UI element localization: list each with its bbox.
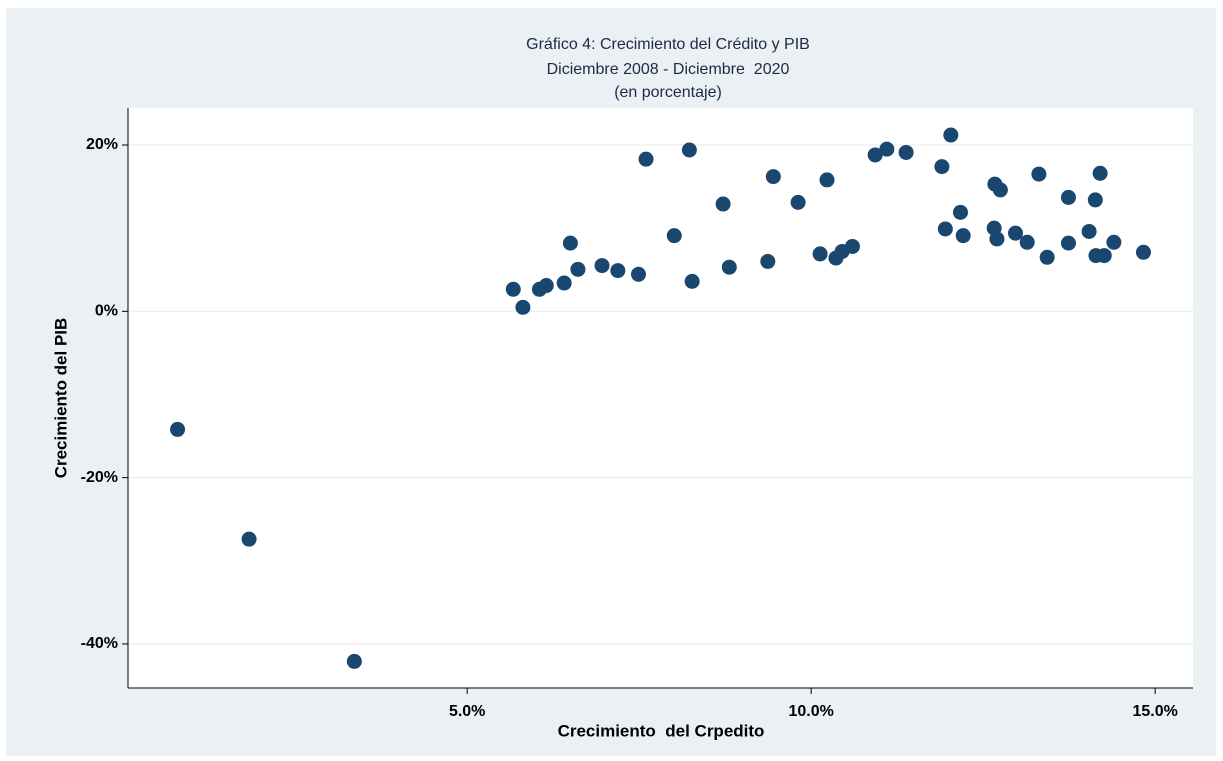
point [1060, 189, 1076, 205]
point [1031, 166, 1047, 182]
point [681, 142, 697, 158]
point [879, 141, 895, 157]
y-tick-label: -40% [81, 635, 118, 652]
point [666, 228, 682, 244]
point [760, 253, 776, 269]
point [819, 172, 835, 188]
point [721, 259, 737, 275]
point [1087, 192, 1103, 208]
point [844, 238, 860, 254]
y-tick-label: -20% [81, 469, 118, 486]
point [955, 228, 971, 244]
point [538, 278, 554, 294]
point [241, 531, 257, 547]
point [867, 147, 883, 163]
point [765, 169, 781, 185]
x-tick-label: 5.0% [449, 703, 485, 720]
point [1081, 223, 1097, 239]
marks [170, 127, 1151, 669]
point [812, 246, 828, 262]
y-tick-label: 20% [86, 136, 118, 153]
grid [128, 144, 1193, 645]
point [610, 263, 626, 279]
point [684, 273, 700, 289]
point [943, 127, 959, 143]
point [1092, 165, 1108, 181]
point [346, 653, 362, 669]
chart-subtitle: (en porcentaje) [614, 84, 722, 101]
point [638, 151, 654, 167]
x-axis-title: Crecimiento del Crpedito [558, 721, 765, 740]
point [715, 196, 731, 212]
point [1106, 234, 1122, 250]
point [630, 266, 646, 282]
point [992, 182, 1008, 198]
point [515, 299, 531, 315]
point [934, 159, 950, 175]
point [989, 231, 1005, 247]
chart-title: Gráfico 4: Crecimiento del Crédito y PIB [526, 36, 810, 53]
point [790, 194, 806, 210]
y-tick-label: 0% [95, 303, 118, 320]
point [1135, 244, 1151, 260]
plot-area [128, 108, 1193, 688]
point [1039, 249, 1055, 265]
point [1008, 225, 1023, 241]
point [562, 235, 578, 251]
y-axis-title: Crecimiento del PIB [51, 318, 70, 479]
point [505, 281, 521, 297]
x-tick-label: 10.0% [788, 703, 833, 720]
point [898, 144, 914, 160]
point [556, 275, 572, 291]
point [937, 221, 953, 237]
point [1096, 248, 1112, 264]
point [1060, 235, 1076, 251]
point [570, 261, 586, 277]
point [1019, 234, 1035, 250]
chart-subtitle: Diciembre 2008 - Diciembre 2020 [547, 61, 790, 78]
point [594, 258, 610, 274]
point [170, 421, 186, 437]
x-tick-label: 15.0% [1132, 703, 1177, 720]
point [952, 204, 968, 220]
